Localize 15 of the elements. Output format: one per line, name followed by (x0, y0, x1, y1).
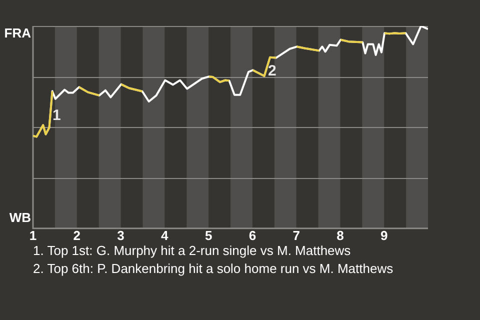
x-tick-label: 2 (73, 228, 81, 243)
text: 2. Top 6th: P. Dankenbring hit a solo home run vs M. Matthews (33, 260, 394, 278)
text: WB (9, 210, 31, 225)
x-tick-label: 3 (117, 228, 124, 243)
text: FRA (4, 26, 32, 41)
x-tick-label: 5 (204, 228, 212, 243)
x-tick-label: 8 (336, 228, 344, 243)
annotation: 2 (268, 62, 276, 80)
annotation: 1 (52, 107, 61, 124)
x-tick-label: 6 (248, 228, 256, 243)
x-tick-label: 4 (161, 228, 170, 243)
x-tick-label: 9 (380, 228, 388, 243)
text: 1. Top 1st: G. Murphy hit a 2-run single vs M. Matthews (33, 242, 352, 260)
x-tick-label: 1 (29, 228, 37, 243)
x-tick-label: 7 (292, 228, 300, 243)
